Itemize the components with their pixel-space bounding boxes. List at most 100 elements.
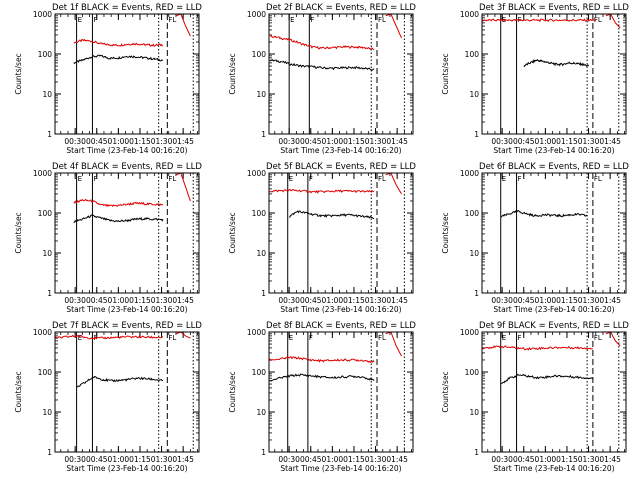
x-tick-label: 00:30 (491, 296, 513, 305)
marker-label: E (78, 16, 82, 24)
x-tick-label: 00:30 (64, 296, 86, 305)
x-tick-label: 01:30 (365, 137, 387, 146)
panel-title: Det 2f BLACK = Events, RED = LLD (266, 3, 416, 13)
marker-label: E (78, 334, 82, 342)
x-axis-label: Start Time (23-Feb-14 00:16:20) (280, 146, 401, 155)
x-tick-label: 01:45 (172, 137, 194, 146)
x-tick-label: 01:30 (151, 455, 173, 464)
series-events-line (73, 54, 164, 64)
x-tick-label: 01:15 (129, 296, 151, 305)
series-events-line (288, 210, 375, 219)
series-lld-line (481, 18, 596, 23)
series-lld-line (481, 345, 593, 351)
x-axis-label: Start Time (23-Feb-14 00:16:20) (66, 146, 187, 155)
x-tick-label: 01:30 (365, 296, 387, 305)
y-axis-label: Counts/sec (228, 212, 237, 253)
x-tick-label: 01:15 (556, 296, 578, 305)
y-tick-label: 1000 (33, 10, 52, 19)
y-axis-label: Counts/sec (441, 371, 450, 412)
marker-label: FL (594, 16, 602, 24)
series-events-line (523, 59, 590, 68)
marker-label: F (93, 175, 97, 183)
marker-label: FL (594, 175, 602, 183)
y-tick-label: 1 (47, 448, 52, 457)
marker-label: E (502, 334, 506, 342)
y-tick-label: 1 (474, 289, 479, 298)
x-tick-label: 01:15 (556, 137, 578, 146)
series-lld-line (73, 38, 163, 47)
y-tick-label: 100 (465, 209, 480, 218)
x-tick-label: 01:30 (151, 137, 173, 146)
y-tick-label: 100 (38, 209, 53, 218)
x-axis-label: Start Time (23-Feb-14 00:16:20) (280, 305, 401, 314)
x-tick-label: 00:45 (300, 137, 322, 146)
x-tick-label: 00:45 (300, 455, 322, 464)
panel-2: Det 2f BLACK = Events, RED = LLD Counts/s… (228, 3, 416, 155)
x-axis-label: Start Time (23-Feb-14 00:16:20) (66, 305, 187, 314)
y-tick-label: 10 (256, 90, 266, 99)
panel-title: Det 9f BLACK = Events, RED = LLD (479, 321, 629, 331)
y-axis-label: Counts/sec (14, 212, 23, 253)
plot-frame (268, 331, 414, 453)
x-tick-label: 01:00 (108, 296, 130, 305)
marker-label: E (78, 175, 82, 183)
y-tick-label: 10 (469, 249, 479, 258)
y-tick-label: 1 (474, 130, 479, 139)
y-tick-label: 100 (252, 209, 267, 218)
x-tick-label: 01:15 (343, 137, 365, 146)
series-lld-line (269, 188, 375, 194)
series-events-line (76, 375, 164, 388)
marker-label: F (518, 334, 522, 342)
panel-title: Det 7f BLACK = Events, RED = LLD (52, 321, 202, 331)
panel-title: Det 1f BLACK = Events, RED = LLD (52, 3, 202, 13)
marker-label: F (309, 334, 313, 342)
x-tick-label: 01:15 (129, 455, 151, 464)
y-tick-label: 1000 (460, 169, 479, 178)
y-tick-label: 1 (261, 130, 266, 139)
y-tick-label: 100 (38, 50, 53, 59)
marker-label: F (310, 16, 314, 24)
marker-label: E (290, 16, 294, 24)
plot-frame (481, 331, 627, 453)
panel-9: Det 9f BLACK = Events, RED = LLD Counts/s… (441, 321, 629, 473)
x-tick-label: 00:45 (513, 455, 535, 464)
series-lld-tail (385, 13, 402, 39)
x-tick-label: 01:45 (386, 455, 408, 464)
series-lld-line (73, 198, 164, 208)
y-tick-label: 10 (469, 408, 479, 417)
y-axis-label: Counts/sec (441, 212, 450, 253)
y-tick-label: 100 (38, 368, 53, 377)
marker-label: F (518, 175, 522, 183)
series-lld-tail (385, 331, 402, 357)
series-events-line (269, 373, 375, 382)
x-tick-label: 01:30 (578, 296, 600, 305)
x-tick-label: 01:00 (322, 137, 344, 146)
marker-label: E (289, 334, 293, 342)
series-lld-tail (175, 172, 191, 202)
x-tick-label: 00:45 (86, 455, 108, 464)
panel-title: Det 4f BLACK = Events, RED = LLD (52, 162, 202, 172)
x-tick-label: 01:15 (129, 137, 151, 146)
marker-label: E (502, 175, 506, 183)
x-tick-label: 01:30 (578, 455, 600, 464)
x-tick-label: 00:30 (278, 137, 300, 146)
y-tick-label: 100 (465, 368, 480, 377)
x-tick-label: 00:45 (300, 296, 322, 305)
x-tick-label: 01:00 (108, 137, 130, 146)
y-tick-label: 100 (465, 50, 480, 59)
y-axis-label: Counts/sec (14, 53, 23, 94)
plot-frame (268, 172, 414, 294)
marker-label: FL (594, 334, 602, 342)
x-tick-label: 01:45 (172, 455, 194, 464)
x-tick-label: 01:30 (365, 455, 387, 464)
plot-frame (481, 172, 627, 294)
panel-title: Det 3f BLACK = Events, RED = LLD (479, 3, 629, 13)
x-tick-label: 01:15 (343, 296, 365, 305)
x-tick-label: 01:00 (108, 455, 130, 464)
x-tick-label: 00:45 (86, 137, 108, 146)
x-axis-label: Start Time (23-Feb-14 00:16:20) (493, 146, 614, 155)
series-lld-tail (605, 331, 621, 347)
plot-frame (54, 13, 200, 135)
panel-7: Det 7f BLACK = Events, RED = LLD Counts/s… (14, 321, 202, 473)
